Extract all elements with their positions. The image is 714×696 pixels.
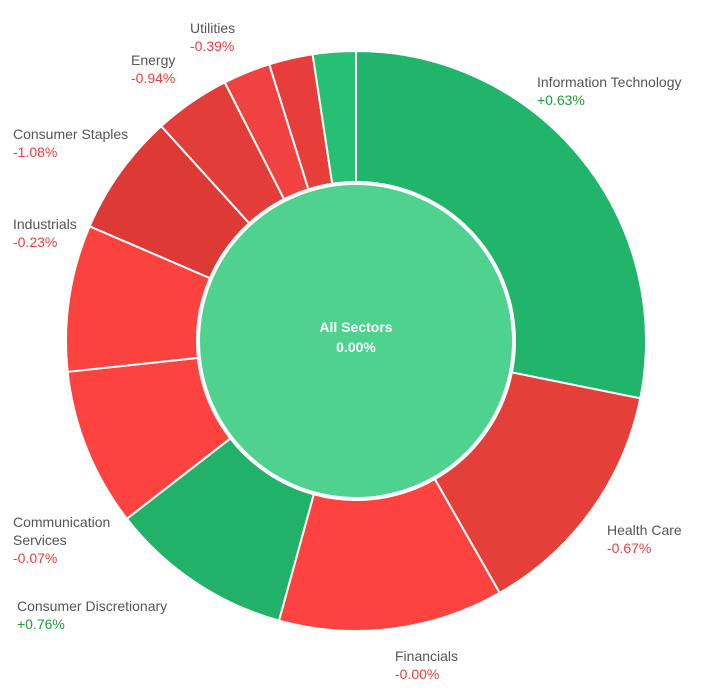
label-information-technology[interactable]: Information Technology +0.63%: [537, 73, 682, 109]
label-energy[interactable]: Energy -0.94%: [131, 51, 175, 87]
sector-change: -0.94%: [131, 70, 176, 86]
sector-change: -0.23%: [13, 234, 58, 250]
center-all-sectors-circle[interactable]: [198, 183, 514, 499]
label-financials[interactable]: Financials -0.00%: [395, 647, 458, 683]
sector-change: -0.00%: [395, 666, 440, 682]
label-health-care[interactable]: Health Care -0.67%: [607, 521, 682, 557]
label-communication-services[interactable]: Communication Services -0.07%: [13, 513, 110, 567]
sector-change: -0.07%: [13, 550, 58, 566]
center-value: 0.00%: [336, 339, 376, 355]
slice-health-care[interactable]: [433, 371, 642, 595]
sector-change: +0.63%: [537, 92, 585, 108]
sector-change: -0.39%: [190, 38, 235, 54]
sector-change: -1.08%: [13, 144, 58, 160]
label-consumer-discretionary[interactable]: Consumer Discretionary +0.76%: [17, 597, 167, 633]
slice-information-technology[interactable]: [355, 49, 647, 400]
sector-name: Energy: [131, 52, 176, 68]
sector-change: -0.67%: [607, 540, 652, 556]
sector-name: Health Care: [607, 522, 682, 538]
sector-slices: [65, 49, 647, 632]
label-industrials[interactable]: Industrials -0.23%: [13, 215, 77, 251]
center-title: All Sectors: [319, 319, 393, 335]
sector-name: Utilities: [190, 20, 236, 36]
sector-name: Industrials: [13, 216, 77, 232]
center-label: All Sectors 0.00%: [256, 317, 456, 357]
slice-financials[interactable]: [277, 477, 502, 632]
sector-name: Consumer Discretionary: [17, 598, 168, 614]
label-utilities[interactable]: Utilities -0.39%: [190, 19, 235, 55]
sector-name: Consumer Staples: [13, 126, 129, 142]
sector-change: +0.76%: [17, 616, 65, 632]
sector-name: Information Technology: [537, 74, 682, 90]
label-consumer-staples[interactable]: Consumer Staples -1.08%: [13, 125, 128, 161]
sector-name: Communication Services: [13, 514, 111, 548]
sector-name: Financials: [395, 648, 459, 664]
slice-unlabeled-10[interactable]: [311, 49, 357, 185]
